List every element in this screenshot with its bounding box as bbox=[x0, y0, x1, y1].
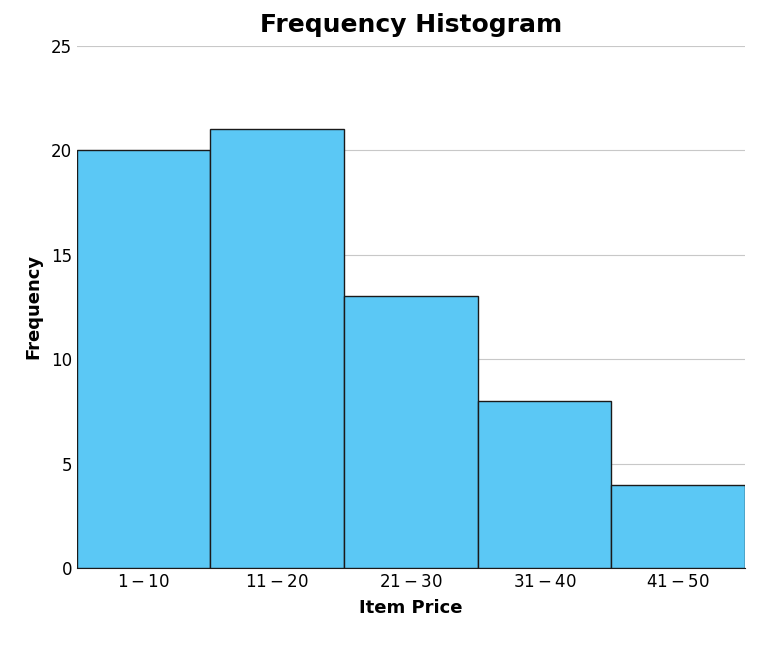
Title: Frequency Histogram: Frequency Histogram bbox=[260, 13, 562, 37]
Bar bbox=[210, 129, 344, 568]
Bar bbox=[611, 485, 745, 568]
Y-axis label: Frequency: Frequency bbox=[25, 255, 42, 359]
X-axis label: Item Price: Item Price bbox=[359, 599, 462, 617]
Bar bbox=[344, 296, 478, 568]
Bar bbox=[478, 401, 611, 568]
Bar bbox=[77, 150, 210, 568]
